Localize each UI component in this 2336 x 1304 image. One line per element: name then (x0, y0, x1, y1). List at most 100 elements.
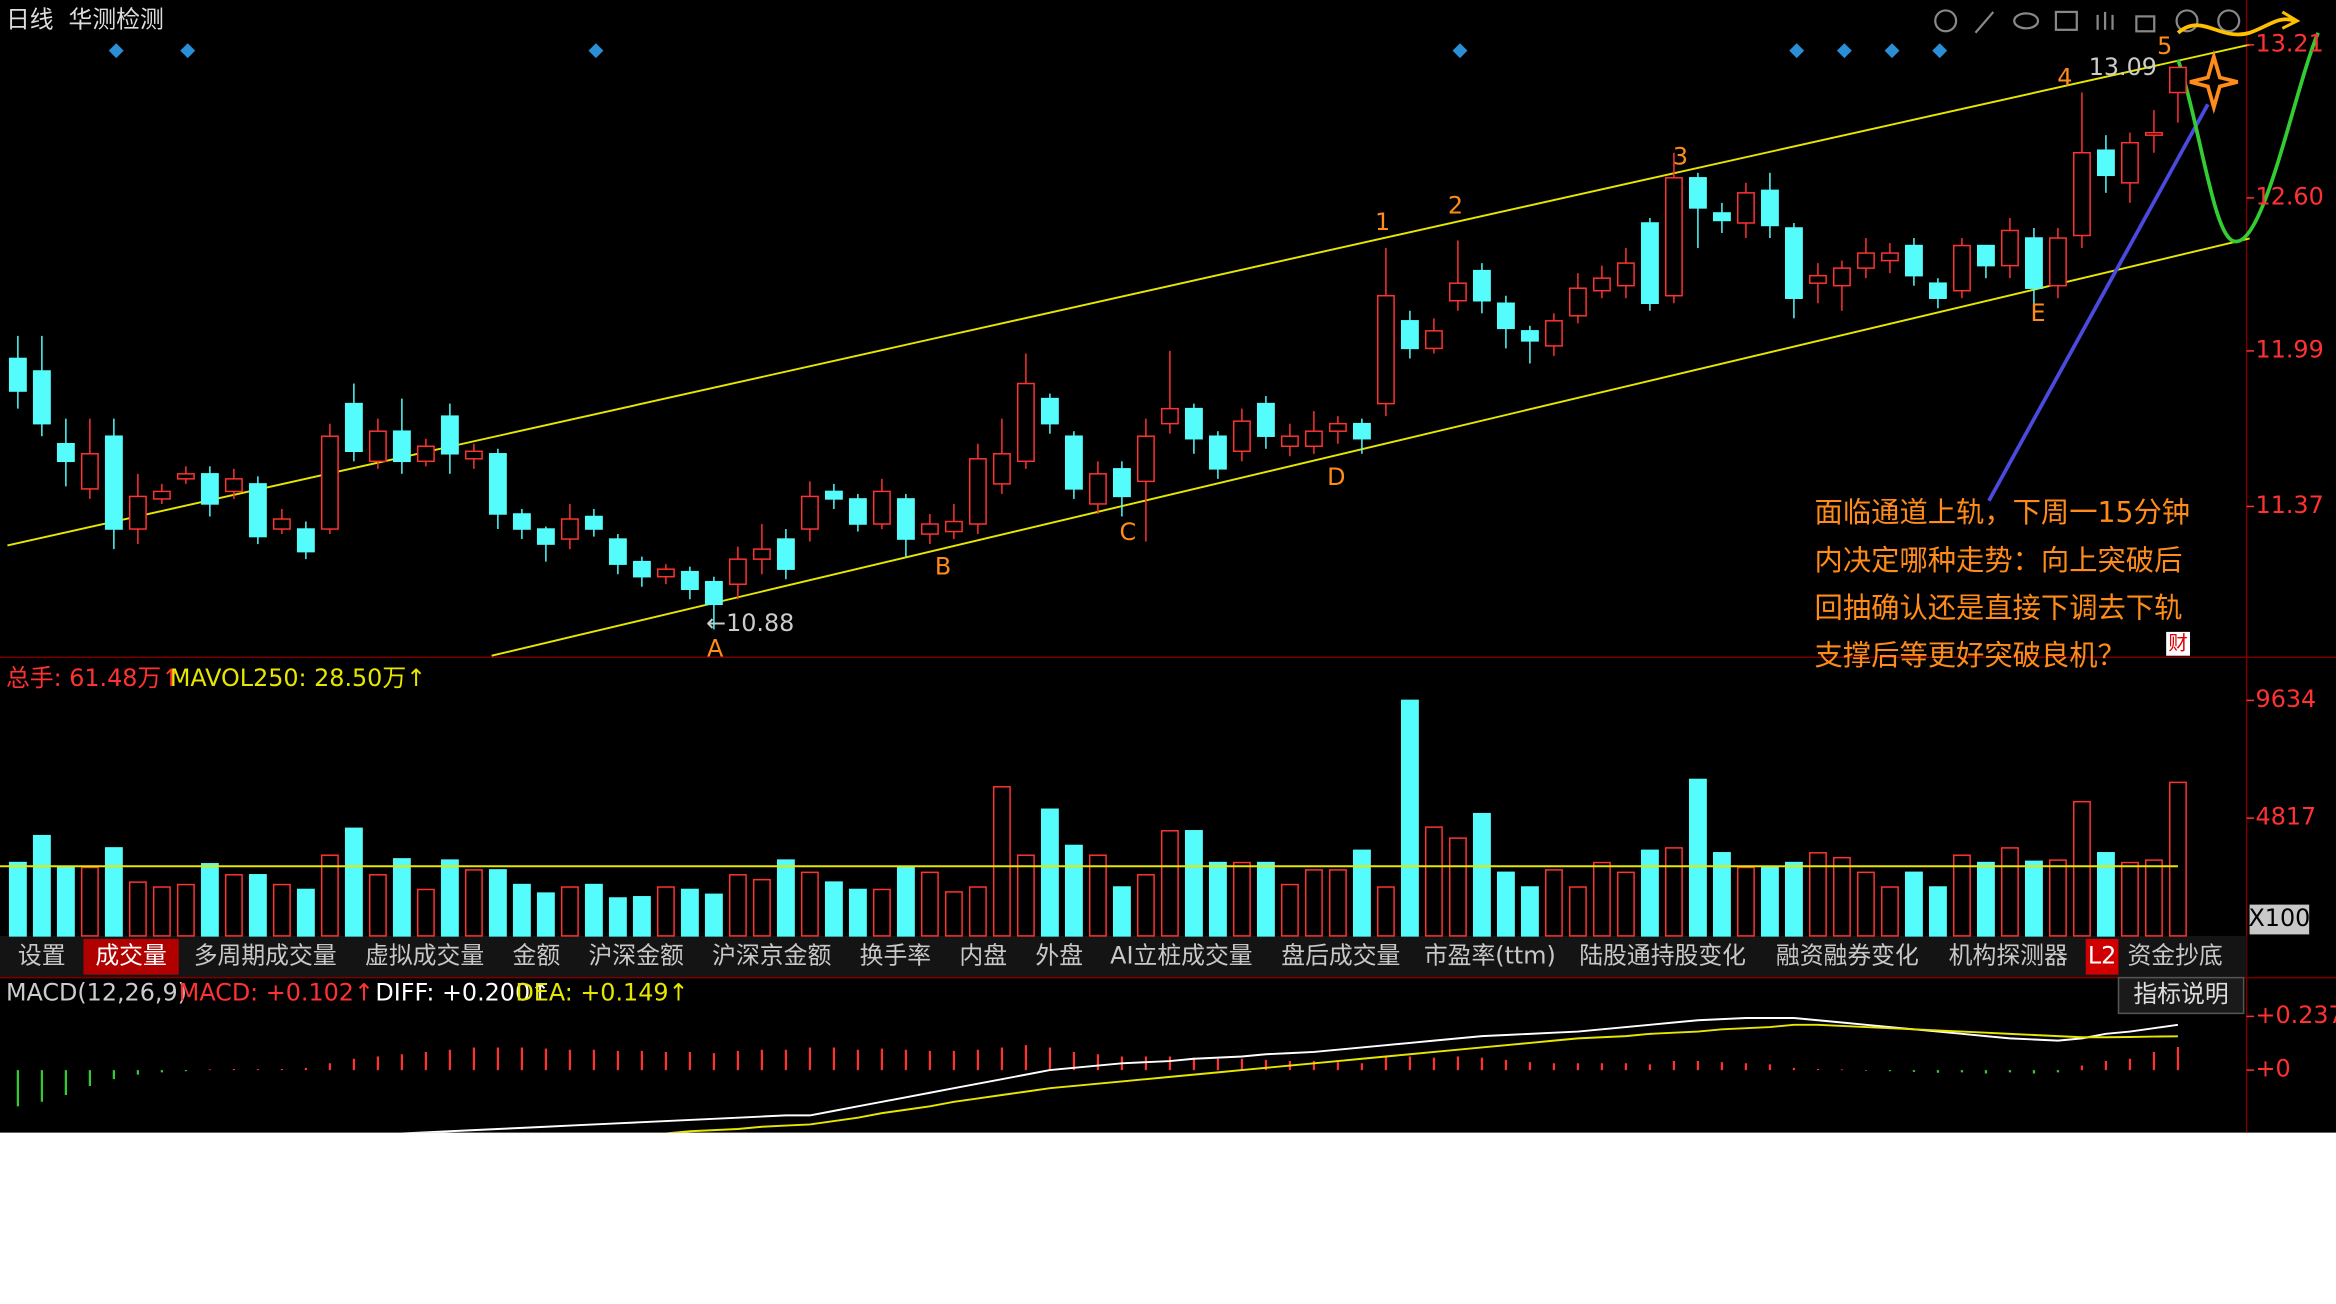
volume-bar (1616, 871, 1635, 937)
candle-body (2120, 141, 2139, 184)
candle-body (1088, 473, 1107, 505)
tab[interactable]: 资金抄底 (2127, 941, 2222, 969)
macd-title: MACD(12,26,9) (6, 979, 187, 1007)
wave-label: A (707, 634, 724, 662)
tab[interactable]: 盘后成交量 (1281, 941, 1400, 969)
volume-bar (344, 827, 363, 937)
volume-bar (272, 883, 291, 937)
candle-body (440, 415, 459, 455)
candle-body (1592, 277, 1611, 292)
candle-body (1712, 212, 1731, 222)
volume-bar (1952, 854, 1971, 937)
tab[interactable]: 机构探测器 (1949, 941, 2068, 969)
tab[interactable]: 市盈率(ttm) (1424, 941, 1556, 969)
candle-body (488, 453, 507, 515)
tab[interactable]: 外盘 (1035, 941, 1083, 969)
candle-body (2168, 66, 2187, 94)
candle-body (1688, 177, 1707, 209)
volume-bar (704, 893, 723, 937)
volume-bar (1256, 861, 1275, 937)
volume-bar (200, 863, 219, 937)
wave-label: 1 (1375, 208, 1390, 236)
volume-bar (1232, 861, 1251, 937)
volume-bar (1208, 861, 1227, 937)
tab[interactable]: 成交量 (95, 941, 166, 969)
wave-label: E (2031, 299, 2046, 327)
volume-bar (1664, 847, 1683, 937)
candle-body (8, 357, 27, 392)
volume-bar (248, 874, 267, 937)
candle-body (2072, 151, 2091, 237)
note-line: 支撑后等更好突破良机？ (1815, 639, 2126, 672)
volume-bar (1712, 852, 1731, 937)
candle-body (608, 538, 627, 565)
candle-body (1040, 397, 1059, 425)
volume-bar (392, 858, 411, 937)
candle-body (2024, 237, 2043, 289)
volume-bar (1928, 886, 1947, 937)
candle-body (104, 435, 123, 530)
volume-bar (896, 866, 915, 937)
volume-bar (1136, 874, 1155, 937)
candle-body (1904, 244, 1923, 277)
note-line: 回抽确认还是直接下调去下轨 (1815, 592, 2183, 625)
candle-body (2144, 131, 2163, 136)
candle-body (296, 528, 315, 553)
volume-bar (104, 847, 123, 937)
tab[interactable]: L2 (2088, 941, 2116, 969)
volume-bar (152, 886, 171, 937)
diff-line (401, 1017, 2179, 1133)
volume-bar (992, 786, 1011, 937)
tab[interactable]: AI立桩成交量 (1110, 941, 1252, 969)
candle-body (1568, 287, 1587, 317)
candle-body (1616, 262, 1635, 287)
tab[interactable]: 多周期成交量 (194, 941, 337, 969)
candle-body (1112, 468, 1131, 498)
tab[interactable]: 虚拟成交量 (365, 941, 484, 969)
macd-plot (16, 1017, 2180, 1133)
volume-bar (1592, 861, 1611, 937)
tab[interactable]: 换手率 (860, 941, 931, 969)
note-line: 面临通道上轨，下周一15分钟 (1815, 496, 2191, 529)
candle-body (1424, 330, 1443, 350)
tab[interactable]: 内盘 (959, 941, 1007, 969)
tab[interactable]: 设置 (18, 941, 66, 969)
candle-body (728, 558, 747, 585)
tab[interactable]: 沪深京金额 (712, 941, 831, 969)
volume-bar (1400, 699, 1419, 937)
volume-bar (728, 874, 747, 937)
volume-bar (776, 859, 795, 937)
volume-bar (464, 869, 483, 937)
candle-body (1376, 294, 1395, 405)
wave-label: C (1119, 518, 1136, 546)
volume-bar (128, 881, 147, 937)
volume-bar (440, 859, 459, 937)
help-button[interactable] (2117, 976, 2245, 1015)
volume-bar (752, 878, 771, 937)
candle-body (1304, 430, 1323, 447)
y-tick-label: 12.60 (2256, 182, 2324, 210)
unit-bg (2249, 904, 2310, 935)
tab[interactable]: 融资融券变化 (1776, 941, 1919, 969)
help-text[interactable]: 指标说明 (2133, 980, 2228, 1008)
candle-body (344, 402, 363, 453)
candle-body (1208, 435, 1227, 470)
tab[interactable]: 陆股通持股变化 (1579, 941, 1746, 969)
candle-body (1808, 274, 1827, 284)
tab[interactable]: 金额 (513, 941, 561, 969)
toolbar-icons[interactable] (1934, 9, 2241, 34)
wave-label: 4 (2057, 63, 2072, 91)
volume-bar (1304, 869, 1323, 937)
volume-bar (320, 854, 339, 937)
volume-bar (1832, 856, 1851, 937)
volume-bar (1544, 869, 1563, 937)
candle-body (1256, 402, 1275, 437)
tab[interactable]: 沪深金额 (588, 941, 683, 969)
badge[interactable]: 财 (2168, 631, 2187, 654)
volume-bar (632, 896, 651, 937)
high-label: 13.09 (2089, 53, 2157, 81)
candle-body (1184, 407, 1203, 440)
volume-bar (416, 888, 435, 937)
y-tick-label: +0 (2256, 1055, 2291, 1083)
volume-bar (1064, 844, 1083, 937)
